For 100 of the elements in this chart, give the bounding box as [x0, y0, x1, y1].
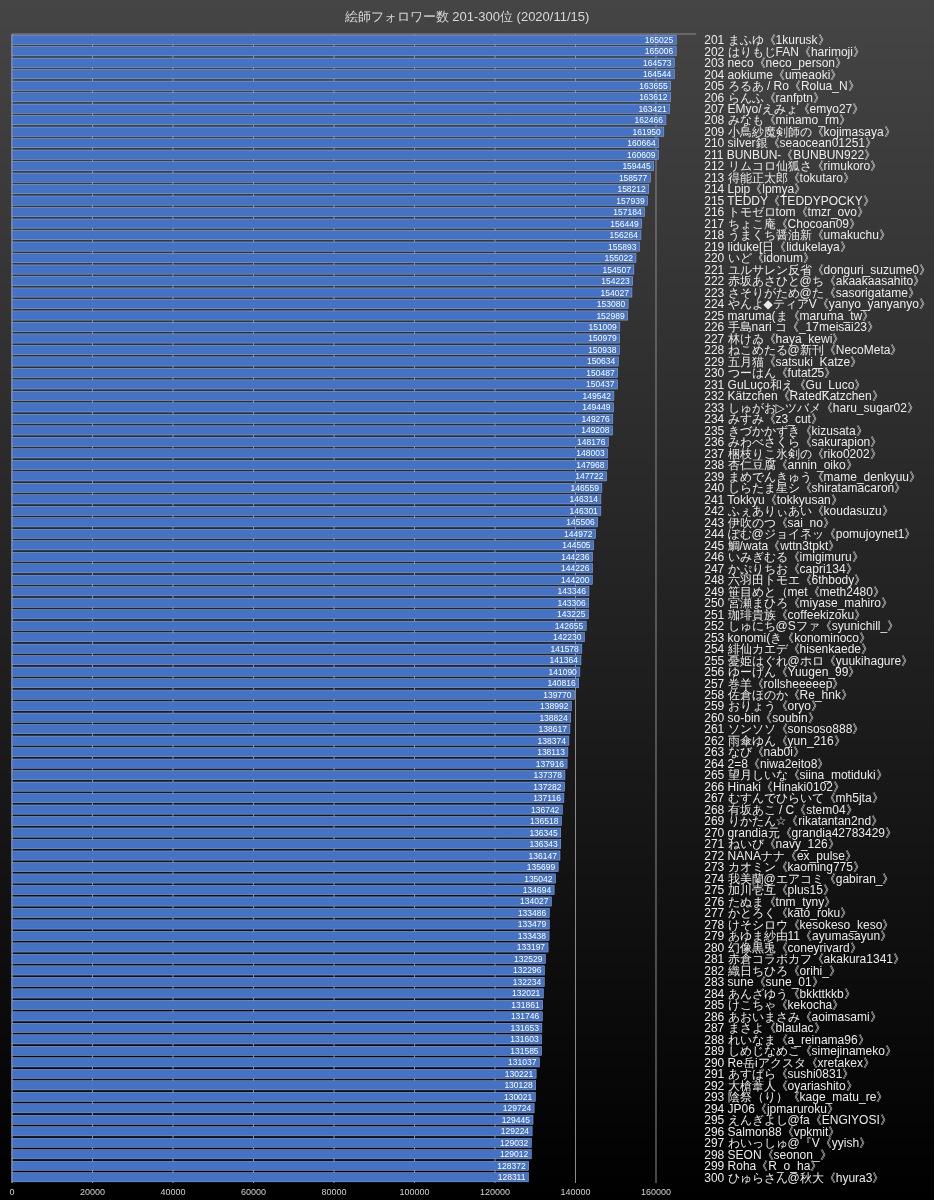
data-label: 146301: [569, 505, 599, 516]
data-label: 144972: [564, 528, 593, 539]
data-label: 163655: [639, 80, 668, 91]
data-label: 145506: [566, 517, 595, 528]
data-label: 164544: [642, 69, 672, 80]
data-label: 165006: [644, 46, 674, 57]
data-label: 132234: [512, 976, 542, 987]
data-label: 132021: [512, 988, 541, 999]
x-tick-label: 40000: [160, 1187, 186, 1197]
data-label: 128311: [497, 1172, 526, 1183]
data-label: 129224: [500, 1126, 530, 1137]
data-label: 134027: [520, 896, 549, 907]
data-label: 144226: [561, 563, 590, 574]
data-label: 149208: [581, 425, 610, 436]
data-label: 148003: [576, 448, 605, 459]
data-label: 163421: [638, 103, 668, 114]
y-tick-label: 262 雨傘ゆん《yun_216》: [704, 733, 846, 748]
data-label: 163612: [639, 92, 668, 103]
data-label: 147722: [575, 471, 604, 482]
data-label: 138374: [537, 735, 567, 746]
data-label: 150634: [586, 356, 616, 367]
data-label: 129445: [501, 1114, 531, 1125]
data-label: 133438: [517, 930, 547, 941]
data-label: 161950: [632, 126, 662, 137]
data-label: 149542: [582, 390, 612, 401]
data-label: 137916: [535, 758, 565, 769]
data-label: 140816: [547, 678, 577, 689]
data-label: 158212: [617, 184, 647, 195]
x-tick-label: 100000: [399, 1187, 430, 1197]
data-label: 144200: [561, 574, 590, 585]
data-label: 131653: [510, 1022, 540, 1033]
data-label: 138113: [537, 747, 566, 758]
data-label: 150437: [586, 379, 615, 390]
data-label: 129032: [499, 1137, 529, 1148]
data-label: 165025: [644, 34, 674, 45]
data-label: 141364: [549, 655, 579, 666]
data-label: 131603: [510, 1034, 539, 1045]
data-label: 153080: [596, 299, 626, 310]
x-tick-label: 0: [9, 1187, 15, 1197]
data-label: 164573: [643, 57, 672, 68]
data-label: 141578: [550, 643, 580, 654]
data-label: 156264: [609, 230, 639, 241]
data-label: 157184: [613, 207, 642, 218]
data-label: 142230: [553, 632, 582, 643]
data-label: 138824: [539, 712, 569, 723]
data-label: 143346: [557, 586, 587, 597]
data-label: 136518: [530, 816, 559, 827]
data-label: 136742: [531, 804, 560, 815]
data-label: 151009: [588, 321, 618, 332]
data-label: 141090: [548, 666, 578, 677]
data-label: 132296: [513, 965, 542, 976]
x-tick-label: 60000: [240, 1187, 267, 1197]
data-label: 136147: [528, 850, 558, 861]
data-label: 137116: [533, 793, 562, 804]
data-label: 132529: [514, 953, 543, 964]
data-label: 130021: [503, 1091, 533, 1102]
data-label: 135699: [526, 862, 556, 873]
x-tick-label: 80000: [321, 1187, 347, 1197]
y-tick-label: 300 ひゅらさん@秋大《hyura3》: [704, 1170, 885, 1185]
data-label: 155022: [604, 253, 634, 264]
data-label: 159445: [622, 161, 652, 172]
data-label: 154507: [602, 264, 632, 275]
data-label: 147968: [576, 459, 605, 470]
data-label: 158577: [618, 172, 648, 183]
data-label: 154223: [601, 276, 630, 287]
data-label: 131037: [508, 1057, 537, 1068]
data-label: 144236: [561, 551, 590, 562]
data-label: 130128: [504, 1080, 534, 1091]
data-label: 152989: [596, 310, 626, 321]
data-label: 136343: [529, 839, 559, 850]
data-label: 143306: [557, 597, 587, 608]
data-label: 134694: [522, 885, 552, 896]
data-label: 128372: [497, 1160, 526, 1171]
data-label: 133486: [517, 907, 547, 918]
data-label: 150979: [588, 333, 617, 344]
data-label: 135042: [524, 873, 553, 884]
x-tick-label: 120000: [479, 1187, 511, 1197]
data-label: 157939: [616, 195, 645, 206]
data-label: 148176: [577, 436, 606, 447]
data-label: 133197: [516, 942, 546, 953]
data-label: 138617: [538, 724, 568, 735]
data-label: 137378: [533, 770, 563, 781]
data-label: 137282: [533, 781, 562, 792]
data-label: 154027: [600, 287, 630, 298]
data-label: 129724: [502, 1103, 532, 1114]
data-label: 131861: [511, 999, 540, 1010]
data-label: 131746: [510, 1011, 540, 1022]
x-tick-label: 140000: [560, 1187, 591, 1197]
data-label: 150487: [586, 367, 615, 378]
data-label: 130221: [504, 1068, 534, 1079]
data-label: 146314: [569, 494, 599, 505]
data-label: 136345: [529, 827, 559, 838]
data-label: 155893: [608, 241, 637, 252]
data-label: 160609: [627, 149, 656, 160]
data-label: 139770: [543, 689, 572, 700]
data-label: 133479: [517, 919, 547, 930]
data-label: 149449: [582, 402, 611, 413]
data-label: 138992: [540, 701, 569, 712]
data-label: 156449: [610, 218, 639, 229]
data-label: 149276: [581, 413, 611, 424]
